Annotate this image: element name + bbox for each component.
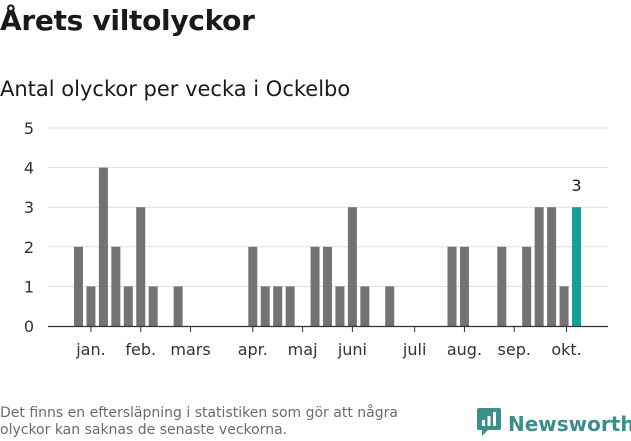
bar-chart: 0 1 2 3 4 5 jan. feb. mars apr. maj juni juli aug. se… xyxy=(24,119,608,359)
bar xyxy=(347,207,357,326)
page-title: Årets viltolyckor xyxy=(0,4,255,37)
y-tick-label: 1 xyxy=(24,277,34,296)
x-tick-label: juli xyxy=(402,340,426,359)
bar xyxy=(534,207,544,326)
x-tick-label: feb. xyxy=(125,340,156,359)
bar xyxy=(559,286,569,326)
x-tick-label: maj xyxy=(288,340,318,359)
bar xyxy=(74,246,83,326)
bar xyxy=(260,286,270,326)
bar xyxy=(173,286,183,326)
bar xyxy=(285,286,295,326)
data-label-latest: 3 xyxy=(571,176,581,195)
brand-logo[interactable]: Newsworthy xyxy=(476,407,631,441)
bar xyxy=(310,246,320,326)
newsworthy-logo-icon xyxy=(476,407,502,441)
x-tick-label: mars xyxy=(170,340,210,359)
data-labels: 3 xyxy=(571,176,581,195)
y-tick-label: 3 xyxy=(24,198,34,217)
y-tick-label: 4 xyxy=(24,159,34,178)
bar-highlight xyxy=(572,207,581,326)
bar xyxy=(98,167,108,326)
x-tick-label: juni xyxy=(337,340,367,359)
bar xyxy=(447,246,457,326)
bar xyxy=(547,207,557,326)
bars xyxy=(74,167,581,326)
y-tick-label: 2 xyxy=(24,238,34,257)
x-tick-label: jan. xyxy=(75,340,105,359)
y-tick-label: 0 xyxy=(24,317,34,336)
bar xyxy=(136,207,146,326)
x-tick-label: aug. xyxy=(447,340,482,359)
bar xyxy=(522,246,532,326)
bar xyxy=(323,246,332,326)
bar xyxy=(497,246,507,326)
bar xyxy=(273,286,283,326)
x-axis-month-labels: jan. feb. mars apr. maj juni juli aug. sep. okt. xyxy=(75,326,582,359)
bar xyxy=(123,286,133,326)
bar xyxy=(111,246,121,326)
x-tick-label: apr. xyxy=(238,340,268,359)
x-tick-label: okt. xyxy=(551,340,581,359)
chart-subtitle: Antal olyckor per vecka i Ockelbo xyxy=(0,77,351,101)
bar xyxy=(459,246,469,326)
brand-name: Newsworthy xyxy=(508,412,631,436)
bar xyxy=(385,286,395,326)
x-tick-label: sep. xyxy=(498,340,531,359)
y-axis-ticks: 0 1 2 3 4 5 xyxy=(24,119,34,336)
bar xyxy=(360,286,370,326)
bar xyxy=(248,246,258,326)
bar xyxy=(148,286,158,326)
footnote: Det finns en eftersläpning i statistiken… xyxy=(0,405,398,438)
bar xyxy=(335,286,345,326)
y-tick-label: 5 xyxy=(24,119,34,138)
bar xyxy=(86,286,96,326)
